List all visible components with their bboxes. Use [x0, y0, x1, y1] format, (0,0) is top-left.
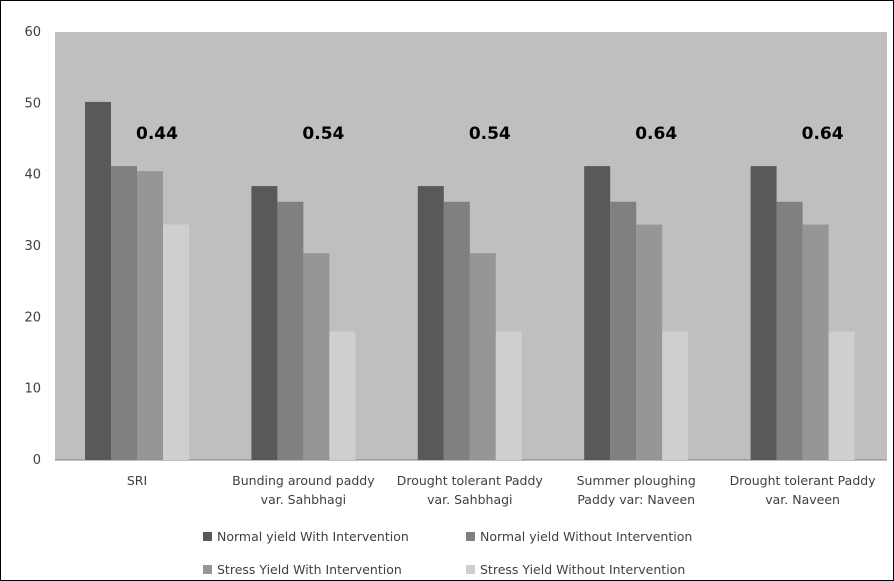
bar — [111, 166, 137, 460]
category-labels: SRI Bunding around paddy var. Sahbhagi Drou… — [127, 473, 876, 507]
legend-label: Normal yield With Intervention — [217, 529, 409, 544]
legend-label: Stress Yield Without Intervention — [480, 562, 685, 577]
bar-annotations: 0.44 0.54 0.54 0.64 0.64 — [136, 124, 844, 144]
bar — [163, 224, 189, 460]
bar — [469, 253, 496, 460]
bar — [251, 186, 278, 460]
y-tick-label: 0 — [33, 453, 41, 468]
y-tick-label: 20 — [24, 310, 41, 325]
legend-swatch — [466, 565, 475, 574]
bar — [584, 166, 611, 460]
category-label: var. Sahbhagi — [261, 492, 346, 507]
annotation-label: 0.64 — [802, 124, 844, 144]
bar — [137, 171, 163, 460]
legend-label: Stress Yield With Intervention — [217, 562, 402, 577]
bars — [85, 101, 855, 461]
category-label: Drought tolerant Paddy — [730, 473, 877, 488]
category-label: Summer ploughing — [577, 473, 696, 488]
annotation-label: 0.64 — [635, 124, 677, 144]
bar — [610, 201, 637, 461]
category-label: Bunding around paddy — [232, 473, 375, 488]
annotation-label: 0.54 — [469, 124, 511, 144]
category-label: var. Naveen — [765, 492, 840, 507]
bar — [303, 253, 330, 460]
bar — [277, 201, 304, 461]
annotation-label: 0.54 — [302, 124, 344, 144]
legend: Normal yield With Intervention Normal yie… — [203, 529, 692, 577]
legend-swatch — [203, 565, 212, 574]
y-tick-label: 10 — [24, 382, 41, 397]
bar — [636, 224, 663, 460]
legend-swatch — [203, 532, 212, 541]
legend-swatch — [466, 532, 475, 541]
bar — [802, 224, 829, 460]
category-label: Paddy var: Naveen — [577, 492, 695, 507]
y-tick-label: 50 — [24, 96, 41, 111]
bar — [662, 331, 689, 460]
category-label: SRI — [127, 473, 147, 488]
bar — [329, 331, 356, 460]
y-axis-ticks: 0 10 20 30 40 50 60 — [24, 25, 41, 468]
bar — [417, 186, 444, 460]
bar — [776, 201, 803, 461]
category-label: Drought tolerant Paddy — [397, 473, 544, 488]
bar — [750, 166, 777, 460]
y-tick-label: 60 — [24, 25, 41, 40]
bar — [443, 201, 470, 461]
category-label: var. Sahbhagi — [427, 492, 512, 507]
bar — [828, 331, 855, 460]
bar — [85, 101, 111, 460]
y-tick-label: 30 — [24, 239, 41, 254]
legend-label: Normal yield Without Intervention — [480, 529, 692, 544]
y-tick-label: 40 — [24, 168, 41, 183]
annotation-label: 0.44 — [136, 124, 178, 144]
bar — [495, 331, 522, 460]
